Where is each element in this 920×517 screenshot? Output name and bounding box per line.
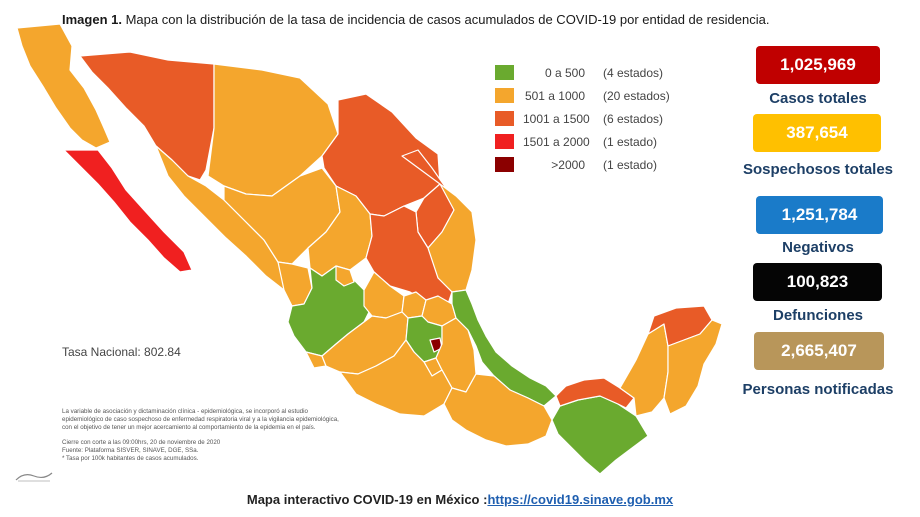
stat-label: Sospechosos totales — [742, 161, 894, 178]
legend-range: >2000 — [551, 158, 585, 172]
stat-personas-notificadas: 2,665,407 Personas notificadas — [743, 332, 920, 398]
figure-title: Imagen 1. Mapa con la distribución de la… — [62, 12, 769, 27]
state-veracruz[interactable] — [451, 289, 557, 407]
footer-link[interactable]: https://covid19.sinave.gob.mx — [487, 492, 674, 507]
state-quintana-roo[interactable] — [663, 319, 723, 415]
source-notes: La variable de asociación y dictaminació… — [62, 408, 412, 463]
legend-range: 1501 a 2000 — [523, 135, 590, 149]
legend-swatch — [495, 157, 514, 172]
stat-value-box: 387,654 — [753, 114, 881, 152]
legend-count: (20 estados) — [603, 89, 670, 103]
note-line: La variable de asociación y dictaminació… — [62, 408, 308, 415]
title-prefix: Imagen 1. — [62, 12, 122, 27]
institution-logo — [15, 472, 53, 482]
note-line: Fuente: Plataforma SISVER, SINAVE, DGE, … — [62, 447, 199, 454]
state-tabasco[interactable] — [555, 377, 635, 409]
state-san-luis-potosi[interactable] — [365, 205, 453, 305]
state-baja-california[interactable] — [16, 23, 111, 149]
stat-value-box: 1,251,784 — [756, 196, 883, 234]
note-line: epidemiológico de caso sospechoso de enf… — [62, 416, 339, 423]
stat-value-box: 1,025,969 — [756, 46, 880, 84]
legend-range: 501 a 1000 — [524, 89, 585, 103]
legend-swatch — [495, 134, 514, 149]
stat-negativos: 1,251,784 Negativos — [743, 196, 920, 258]
legend-count: (4 estados) — [603, 66, 664, 80]
note-line: Cierre con corte a las 09:00hrs, 20 de n… — [62, 439, 221, 446]
legend-range: 0 a 500 — [544, 66, 585, 80]
legend-swatch — [495, 111, 514, 126]
stat-label: Defunciones — [772, 307, 863, 324]
state-guerrero[interactable] — [339, 339, 453, 417]
footer-text: Mapa interactivo COVID-19 en México : — [246, 492, 488, 507]
stat-defunciones: 100,823 Defunciones — [743, 263, 920, 325]
legend-swatch — [495, 65, 514, 80]
note-line: * Tasa por 100k habitantes de casos acum… — [62, 455, 199, 462]
stat-label: Personas notificadas — [742, 381, 894, 398]
note-line: con el objetivo de tener un mejor acerca… — [62, 424, 316, 431]
legend-count: (1 estado) — [603, 158, 658, 172]
stat-casos-totales: 1,025,969 Casos totales — [743, 46, 920, 108]
stat-value-box: 100,823 — [753, 263, 882, 301]
state-baja-california-sur[interactable] — [63, 149, 193, 273]
stat-sospechosos-totales: 387,654 Sospechosos totales — [743, 114, 920, 180]
footer: Mapa interactivo COVID-19 en México :htt… — [0, 492, 920, 507]
stat-label: Negativos — [782, 239, 854, 256]
tasa-nacional: Tasa Nacional: 802.84 — [62, 345, 181, 359]
legend-count: (6 estados) — [603, 112, 664, 126]
legend-count: (1 estado) — [603, 135, 658, 149]
stat-value-box: 2,665,407 — [754, 332, 884, 370]
state-chiapas[interactable] — [551, 395, 649, 475]
stat-label: Casos totales — [769, 90, 867, 107]
legend-range: 1001 a 1500 — [523, 112, 590, 126]
title-text: Mapa con la distribución de la tasa de i… — [125, 12, 770, 27]
legend-swatch — [495, 88, 514, 103]
state-aguascalientes[interactable] — [335, 265, 355, 287]
state-oaxaca[interactable] — [443, 373, 553, 447]
